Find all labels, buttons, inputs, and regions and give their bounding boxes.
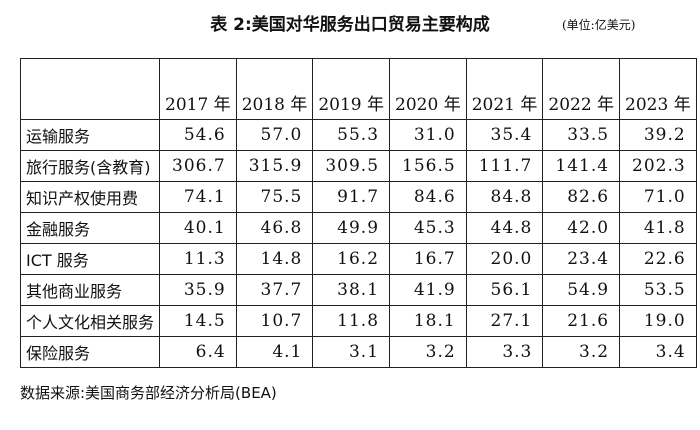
cell: 84.8 [465,181,544,213]
table-row: 金融服务 40.1 46.8 49.9 45.3 44.8 42.0 41.8 [19,212,697,244]
cell: 141.4 [542,150,621,182]
cell: 22.6 [619,243,697,275]
cell: 41.9 [389,274,467,306]
cell: 56.1 [465,274,544,306]
table-row: ICT 服务 11.3 14.8 16.2 16.7 20.0 23.4 22.6 [19,243,697,275]
cell: 71.0 [619,181,697,213]
row-label: 保险服务 [19,336,161,368]
cell: 111.7 [465,150,544,182]
header-cell: 2019 年 [312,58,391,120]
cell: 202.3 [619,150,697,182]
cell: 19.0 [619,305,697,337]
cell: 54.6 [159,119,237,151]
cell: 38.1 [312,274,391,306]
cell: 33.5 [542,119,621,151]
cell: 3.1 [312,336,391,368]
cell: 84.6 [389,181,467,213]
row-label: ICT 服务 [19,243,161,275]
cell: 49.9 [312,212,391,244]
cell: 4.1 [235,336,314,368]
cell: 42.0 [542,212,621,244]
cell: 11.3 [159,243,237,275]
row-label: 其他商业服务 [19,274,161,306]
cell: 31.0 [389,119,467,151]
header-cell: 2023 年 [619,58,697,120]
table-row: 其他商业服务 35.9 37.7 38.1 41.9 56.1 54.9 53.5 [19,274,697,306]
header-cell: 2018 年 [235,58,314,120]
cell: 16.2 [312,243,391,275]
row-label: 运输服务 [19,119,161,151]
cell: 41.8 [619,212,697,244]
cell: 10.7 [235,305,314,337]
header-cell: 2021 年 [465,58,544,120]
data-table: 2017 年 2018 年 2019 年 2020 年 2021 年 2022 年 2023… [19,58,697,368]
cell: 35.4 [465,119,544,151]
cell: 45.3 [389,212,467,244]
cell: 156.5 [389,150,467,182]
cell: 16.7 [389,243,467,275]
cell: 27.1 [465,305,544,337]
table-row: 知识产权使用费 74.1 75.5 91.7 84.6 84.8 82.6 71.0 [19,181,697,213]
table-row: 个人文化相关服务 14.5 10.7 11.8 18.1 27.1 21.6 19.0 [19,305,697,337]
cell: 14.8 [235,243,314,275]
cell: 91.7 [312,181,391,213]
table-row: 运输服务 54.6 57.0 55.3 31.0 35.4 33.5 39.2 [19,119,697,151]
cell: 82.6 [542,181,621,213]
header-cell [19,58,161,120]
cell: 3.4 [619,336,697,368]
row-label: 个人文化相关服务 [19,305,161,337]
row-label: 知识产权使用费 [19,181,161,213]
cell: 74.1 [159,181,237,213]
cell: 46.8 [235,212,314,244]
cell: 37.7 [235,274,314,306]
cell: 6.4 [159,336,237,368]
cell: 14.5 [159,305,237,337]
cell: 3.2 [389,336,467,368]
table-row: 旅行服务(含教育) 306.7 315.9 309.5 156.5 111.7 141.4 2… [19,150,697,182]
cell: 55.3 [312,119,391,151]
unit: (单位:亿美元) [562,18,636,32]
row-label: 旅行服务(含教育) [19,150,161,182]
header-row: 2017 年 2018 年 2019 年 2020 年 2021 年 2022 年 2023… [19,58,697,120]
cell: 23.4 [542,243,621,275]
cell: 18.1 [389,305,467,337]
cell: 3.2 [542,336,621,368]
cell: 53.5 [619,274,697,306]
table-body: 运输服务 54.6 57.0 55.3 31.0 35.4 33.5 39.2 旅行服务(含教育… [19,119,697,368]
cell: 75.5 [235,181,314,213]
cell: 306.7 [159,150,237,182]
cell: 3.3 [465,336,544,368]
header-cell: 2017 年 [159,58,237,120]
cell: 44.8 [465,212,544,244]
cell: 39.2 [619,119,697,151]
header-cell: 2020 年 [389,58,467,120]
source: 数据来源:美国商务部经济分析局(BEA) [20,384,277,402]
title: 表 2:美国对华服务出口贸易主要构成 [210,15,490,35]
cell: 57.0 [235,119,314,151]
row-label: 金融服务 [19,212,161,244]
cell: 309.5 [312,150,391,182]
cell: 54.9 [542,274,621,306]
header-cell: 2022 年 [542,58,621,120]
cell: 20.0 [465,243,544,275]
cell: 11.8 [312,305,391,337]
cell: 35.9 [159,274,237,306]
table-row: 保险服务 6.4 4.1 3.1 3.2 3.3 3.2 3.4 [19,336,697,368]
cell: 40.1 [159,212,237,244]
cell: 21.6 [542,305,621,337]
cell: 315.9 [235,150,314,182]
